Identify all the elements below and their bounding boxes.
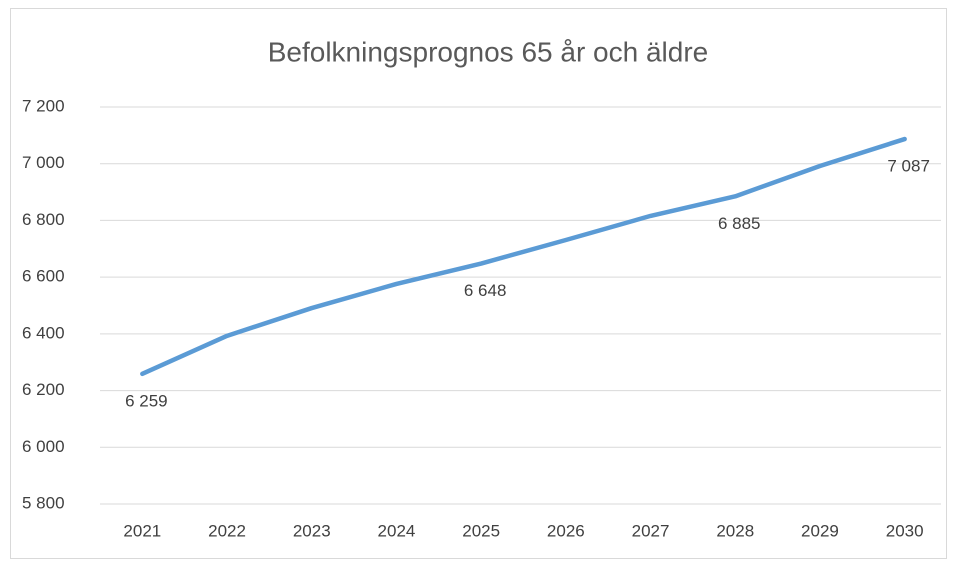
data-label: 7 087 [887, 157, 930, 176]
y-tick-label: 6 200 [22, 380, 65, 399]
y-tick-label: 7 000 [22, 153, 65, 172]
data-label: 6 259 [125, 391, 168, 410]
chart-border [10, 8, 947, 559]
y-tick-label: 6 000 [22, 437, 65, 456]
x-tick-label: 2023 [293, 521, 331, 540]
x-tick-label: 2030 [886, 521, 924, 540]
y-tick-label: 5 800 [22, 493, 65, 512]
x-tick-label: 2028 [716, 521, 754, 540]
y-tick-label: 6 600 [22, 267, 65, 286]
y-tick-label: 6 800 [22, 210, 65, 229]
x-tick-label: 2027 [632, 521, 670, 540]
chart-title: Befolkningsprognos 65 år och äldre [268, 36, 709, 67]
line [140, 136, 907, 377]
x-tick-label: 2026 [547, 521, 585, 540]
data-label: 6 885 [718, 214, 761, 233]
x-tick-label: 2022 [208, 521, 246, 540]
x-tick-label: 2024 [378, 521, 416, 540]
x-tick-label: 2021 [123, 521, 161, 540]
y-tick-label: 7 200 [22, 96, 65, 115]
data-label: 6 648 [464, 281, 507, 300]
x-tick-label: 2025 [462, 521, 500, 540]
x-tick-label: 2029 [801, 521, 839, 540]
y-tick-label: 6 400 [22, 323, 65, 342]
